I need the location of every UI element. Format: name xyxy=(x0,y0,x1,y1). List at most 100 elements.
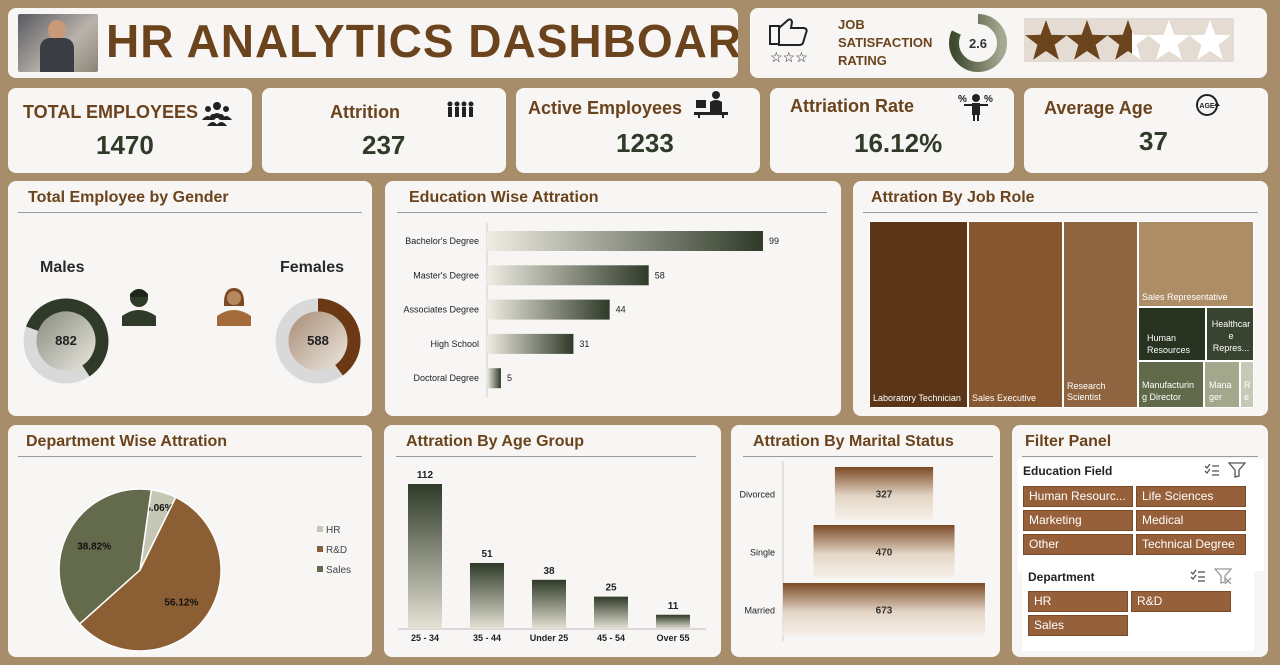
agegroup-panel: Attration By Age Group 112 25 - 34 51 35 - … xyxy=(384,425,721,657)
slicer-header: Department xyxy=(1028,570,1095,584)
category-label: Under 25 xyxy=(530,633,569,643)
panel-title: Attration By Age Group xyxy=(406,433,585,450)
clear-filter-icon[interactable] xyxy=(1214,568,1232,584)
slicer-item-education-life-sciences[interactable]: Life Sciences xyxy=(1136,486,1246,507)
slicer-item-education-technical-degree[interactable]: Technical Degree xyxy=(1136,534,1246,555)
jobrole-panel: Attration By Job Role Laboratory Technic… xyxy=(853,181,1268,416)
multi-select-icon[interactable] xyxy=(1190,569,1206,583)
people-leaving-icon xyxy=(447,101,474,117)
male-person-icon xyxy=(122,289,156,326)
title-underline xyxy=(396,456,696,457)
star-rating-stars xyxy=(1025,20,1231,60)
marital-panel: Attration By Marital Status 327 Divorced 4… xyxy=(731,425,1000,657)
data-label: 327 xyxy=(876,490,893,501)
agegroup-bar-chart: 112 25 - 34 51 35 - 44 38 Under 25 25 45 - 54 11… xyxy=(398,470,706,643)
treemap-label: R e xyxy=(1244,379,1251,403)
marital-bar xyxy=(834,467,934,520)
treemap-cell-research-scientist[interactable]: Research Scientist xyxy=(1063,221,1138,408)
header-panel: HR ANALYTICS DASHBOARD xyxy=(8,8,738,78)
education-bar xyxy=(487,231,763,251)
slicer-item-education-marketing[interactable]: Marketing xyxy=(1023,510,1133,531)
title-underline xyxy=(397,212,827,213)
satisfaction-label-line2: SATISFACTION xyxy=(838,35,933,50)
svg-text:%: % xyxy=(984,94,993,105)
svg-text:☆☆☆: ☆☆☆ xyxy=(770,49,808,65)
department-panel: Department Wise Attration 5.06% 56.12% 38.… xyxy=(8,425,372,657)
svg-text:%: % xyxy=(958,94,967,105)
satisfaction-panel: ☆☆☆ JOB SATISFACTION RATING 2.6 xyxy=(750,8,1267,78)
thumbs-up-rating-icon: ☆☆☆ xyxy=(769,18,808,65)
data-label: 31 xyxy=(579,339,589,349)
treemap-label-line: e xyxy=(1244,392,1250,402)
kpi-label: Active Employees xyxy=(528,98,683,118)
marital-funnel-chart: 327 Divorced 470 Single 673 Married xyxy=(739,461,985,641)
treemap-label-line: R xyxy=(1244,380,1251,390)
kpi-active-employees: Active Employees 1233 xyxy=(516,88,760,173)
data-label: 25 xyxy=(605,583,617,594)
age-bar xyxy=(532,579,566,629)
slice-label: 56.12% xyxy=(164,597,198,608)
kpi-label: Attriation Rate xyxy=(790,96,915,116)
slicer-item-education-medical[interactable]: Medical xyxy=(1136,510,1246,531)
people-group-icon xyxy=(202,102,232,126)
percent-person-icon: %% xyxy=(958,94,993,121)
males-donut xyxy=(23,298,109,384)
data-label: 470 xyxy=(876,548,893,559)
category-label: Single xyxy=(750,548,775,558)
kpi-total-employees: TOTAL EMPLOYEES 1470 xyxy=(8,88,252,173)
slicer-item-education-other[interactable]: Other xyxy=(1023,534,1133,555)
data-label: 5 xyxy=(507,373,512,383)
data-label: 51 xyxy=(481,549,493,560)
treemap-label: Laboratory Technician xyxy=(873,393,961,403)
rating-star xyxy=(1025,20,1067,60)
treemap-cell-sales-representative[interactable]: Sales Representative xyxy=(1138,221,1254,307)
treemap-label-line: Repres... xyxy=(1212,343,1250,353)
category-label: High School xyxy=(430,339,479,349)
profile-photo xyxy=(18,14,98,72)
title-underline xyxy=(863,212,1258,213)
legend-swatch xyxy=(317,546,323,552)
education-bar xyxy=(487,299,610,320)
treemap-cell-manager[interactable]: Mana ger xyxy=(1204,361,1240,408)
legend-label: Sales xyxy=(326,565,351,576)
kpi-value: 1470 xyxy=(96,130,154,160)
category-label: Associates Degree xyxy=(403,305,479,315)
kpi-value: 237 xyxy=(362,130,406,160)
title-underline xyxy=(18,212,362,213)
age-bar xyxy=(408,484,442,629)
data-label: 673 xyxy=(876,606,893,617)
treemap-cell-research-director[interactable]: R e xyxy=(1240,361,1254,408)
treemap-label: Sales Representative xyxy=(1142,292,1228,302)
multi-select-icon[interactable] xyxy=(1204,463,1220,477)
filter-panel: Filter Panel Education Field Human Resou… xyxy=(1012,425,1268,657)
treemap-cell-manufacturing-director[interactable]: Manufacturin g Director xyxy=(1138,361,1204,408)
slicer-item-department-rd[interactable]: R&D xyxy=(1131,591,1231,612)
slicer-item-department-hr[interactable]: HR xyxy=(1028,591,1128,612)
pie-slice xyxy=(78,496,222,652)
females-donut xyxy=(275,298,361,384)
data-label: 38 xyxy=(543,566,555,577)
legend-label: HR xyxy=(326,525,340,536)
slicer-item-education-human-resources[interactable]: Human Resourc... xyxy=(1023,486,1133,507)
treemap-cell-sales-executive[interactable]: Sales Executive xyxy=(968,221,1063,408)
kpi-value: 37 xyxy=(1139,126,1168,156)
treemap-cell-human-resources[interactable]: Human Resources xyxy=(1138,307,1206,361)
education-bar xyxy=(487,265,649,286)
panel-title: Total Employee by Gender xyxy=(28,189,229,206)
females-label: Females xyxy=(280,259,345,276)
svg-text:AGE: AGE xyxy=(1199,103,1215,110)
slicer-item-department-sales[interactable]: Sales xyxy=(1028,615,1128,636)
treemap-cell-healthcare-representative[interactable]: Healthcar e Repres... xyxy=(1206,307,1254,361)
data-label: 11 xyxy=(668,601,679,612)
treemap-label-line: Scientist xyxy=(1067,392,1102,402)
department-slicer: Department HR R&D Sales xyxy=(1022,565,1254,651)
satisfaction-label-line3: RATING xyxy=(838,53,887,68)
clear-filter-icon[interactable] xyxy=(1228,462,1246,478)
panel-title: Filter Panel xyxy=(1025,433,1112,450)
females-value: 588 xyxy=(307,333,329,348)
treemap-label-line: Manufacturin xyxy=(1142,380,1195,390)
slicer-header: Education Field xyxy=(1023,464,1113,478)
legend-swatch xyxy=(317,566,323,572)
treemap-cell-laboratory-technician[interactable]: Laboratory Technician xyxy=(869,221,968,408)
category-label: Bachelor's Degree xyxy=(405,236,479,246)
